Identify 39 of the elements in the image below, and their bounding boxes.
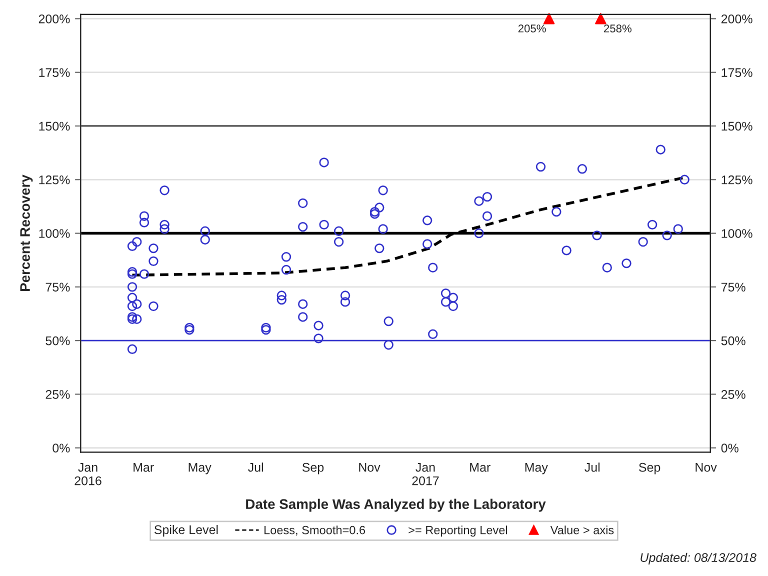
x-tick-label: Nov (359, 463, 380, 472)
y-tick-label: 125% (39, 175, 70, 184)
x-tick-label: Jul (584, 462, 600, 472)
y2-tick-label: 100% (722, 229, 752, 238)
y2-tick-label: 125% (722, 175, 752, 184)
y2-tick-label: 25% (721, 390, 746, 399)
x-tick-label: Jan 2017 (412, 463, 439, 486)
text: Updated: 08/13/2018 (640, 552, 756, 564)
y2-tick-label: 150% (722, 122, 752, 131)
y-tick-label: 0% (52, 444, 70, 453)
legend-label: Loess, Smooth=0.6 (264, 526, 366, 536)
x-tick-label: Mar (470, 463, 490, 472)
y2-tick-label: 175% (722, 68, 752, 77)
y-tick-label: 150% (39, 122, 70, 131)
y-tick-label: 50% (46, 336, 70, 346)
y-tick-label: 200% (38, 14, 70, 24)
x-axis-title: Date Sample Was Analyzed by the Laboratory (246, 498, 546, 512)
legend-label: Value > axis (550, 526, 614, 534)
y2-tick-label: 50% (721, 336, 746, 346)
x-tick-label: Mar (134, 463, 154, 472)
y-tick-label: 175% (39, 68, 70, 77)
x-tick-label: Jan 2016 (74, 463, 102, 486)
x-tick-label: May (525, 463, 548, 474)
y2-tick-label: 0% (721, 444, 738, 453)
annotation: 258% (604, 24, 632, 32)
y-tick-label: 75% (46, 282, 70, 292)
legend-label: >= Reporting Level (408, 526, 508, 537)
x-tick-label: Nov (696, 463, 717, 472)
y2-tick-label: 200% (721, 14, 752, 24)
x-tick-label: Sep (638, 462, 660, 474)
x-tick-label: Sep (302, 462, 324, 474)
y-axis-title: Percent Recovery (20, 174, 33, 292)
y2-tick-label: 75% (721, 282, 746, 292)
x-tick-label: May (188, 463, 212, 474)
x-tick-label: Jul (248, 462, 263, 472)
annotation: 205% (518, 24, 546, 32)
y-tick-label: 100% (39, 229, 70, 238)
y-tick-label: 25% (46, 390, 70, 399)
legend-title: Spike Level (154, 524, 218, 537)
